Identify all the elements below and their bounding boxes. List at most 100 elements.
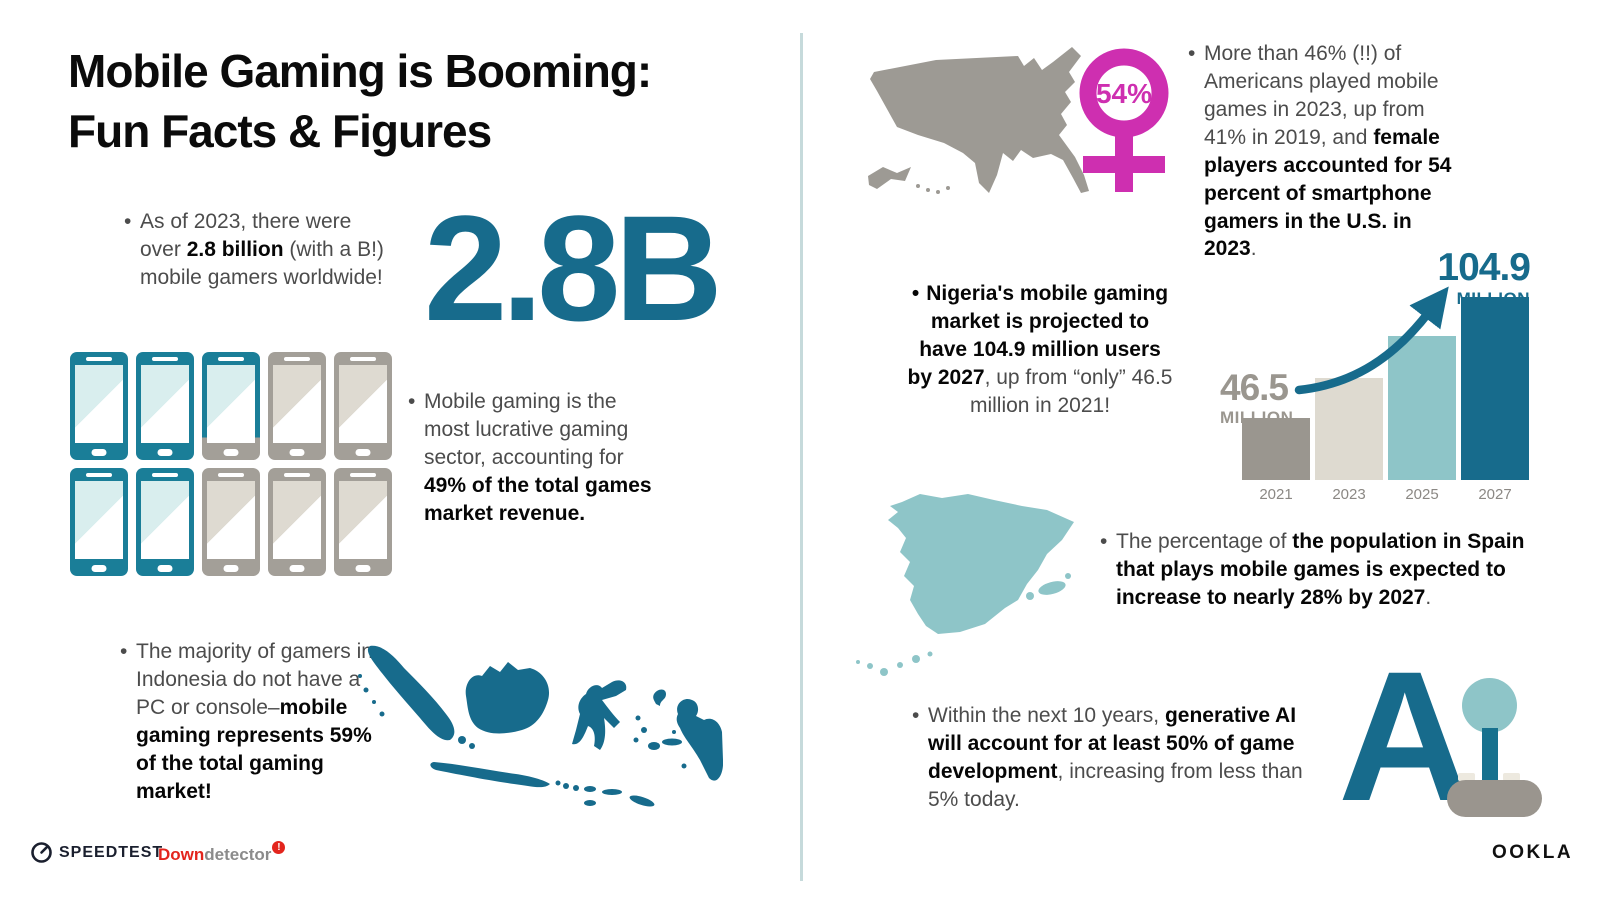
speedtest-logo: SPEEDTEST: [30, 841, 163, 864]
sumatra-island: [367, 645, 455, 741]
nigeria-users-chart: 2021 2023 2025 2027: [1242, 296, 1529, 503]
phone-screen: [339, 481, 387, 559]
phone-speaker: [218, 473, 244, 477]
phone-icon-empty: [334, 352, 392, 460]
fact-ai-text: Within the next 10 years, generative AI …: [928, 704, 1303, 811]
phone-screen: [141, 481, 189, 559]
phone-speaker: [86, 357, 112, 361]
bar: [1315, 378, 1383, 480]
joystick-ball-icon: [1462, 678, 1517, 733]
usa-map: [868, 47, 1089, 194]
chart-bar-2027: 2027: [1461, 296, 1529, 503]
center-divider: [800, 33, 803, 881]
phone-screen: [141, 365, 189, 443]
downdetector-exclamation-icon: !: [272, 841, 286, 854]
bar: [1461, 297, 1529, 480]
female-stat-value: 54%: [1096, 78, 1152, 109]
phone-home-button: [289, 449, 305, 456]
speedtest-wordmark: SPEEDTEST: [59, 843, 164, 861]
sulawesi-island: [572, 680, 627, 750]
phone-icon-full: [70, 352, 128, 460]
phone-screen: [207, 481, 255, 559]
phone-home-button: [223, 565, 239, 572]
spain-mainland: [888, 494, 1074, 634]
bullet-dot: •: [120, 640, 128, 663]
phone-speaker: [350, 473, 376, 477]
fact-spain: • The percentage of the population in Sp…: [1100, 528, 1536, 612]
alaska: [868, 167, 911, 189]
java-island: [430, 762, 550, 788]
phone-icon-empty: [202, 468, 260, 576]
fact-indonesia: • The majority of gamers in Indonesia do…: [120, 638, 378, 806]
phone-home-button: [289, 565, 305, 572]
fact-gamers-worldwide: • As of 2023, there were over 2.8 billio…: [124, 208, 390, 292]
downdetector-logo: Downdetector!: [158, 841, 286, 865]
downdetector-word-down: Down: [158, 845, 205, 864]
phone-screen: [75, 365, 123, 443]
phone-screen: [339, 365, 387, 443]
chart-start-number: 46.5: [1220, 367, 1289, 408]
fact-nigeria: • Nigeria's mobile gaming market is proje…: [906, 280, 1174, 420]
female-symbol-icon: 54%: [1079, 48, 1169, 192]
phone-screen: [273, 481, 321, 559]
bullet-dot: •: [1188, 42, 1196, 65]
bar: [1242, 418, 1310, 480]
phone-icon-empty: [268, 352, 326, 460]
title-line-2: Fun Facts & Figures: [68, 104, 492, 157]
fact-gamers-text: As of 2023, there were over 2.8 billion …: [140, 210, 384, 289]
chart-year-label: 2021: [1259, 486, 1293, 503]
joystick-stick-icon: [1482, 728, 1498, 784]
joystick-base-icon: [1447, 780, 1542, 817]
phone-home-button: [355, 565, 371, 572]
growth-arrow-icon: [1294, 286, 1449, 395]
bullet-dot: •: [124, 210, 132, 233]
chart-year-label: 2025: [1405, 486, 1439, 503]
phone-speaker: [218, 357, 244, 361]
phone-speaker: [152, 473, 178, 477]
fact-spain-text: The percentage of the population in Spai…: [1116, 530, 1525, 609]
speedtest-gauge-icon: [31, 842, 52, 863]
bar: [1388, 336, 1456, 480]
phone-icon-empty: [268, 468, 326, 576]
phone-home-button: [223, 449, 239, 456]
chart-year-label: 2023: [1332, 486, 1366, 503]
phone-speaker: [86, 473, 112, 477]
bullet-dot: •: [1100, 530, 1108, 553]
joystick-button-icon: [1458, 773, 1475, 781]
phone-icon-full: [136, 352, 194, 460]
fact-market-revenue: • Mobile gaming is the most lucrative ga…: [408, 388, 664, 528]
fact-generative-ai: • Within the next 10 years, generative A…: [912, 702, 1324, 814]
title-line-1: Mobile Gaming is Booming:: [68, 45, 652, 97]
phone-home-button: [91, 449, 107, 456]
fact-indonesia-text: The majority of gamers in Indonesia do n…: [136, 640, 373, 803]
phone-home-button: [91, 565, 107, 572]
chart-year-label: 2027: [1478, 486, 1512, 503]
chart-bar-2025: 2025: [1388, 296, 1456, 503]
chart-bar-2023: 2023: [1315, 296, 1383, 503]
fact-usa-text: More than 46% (!!) of Americans played m…: [1204, 42, 1452, 261]
phone-home-button: [355, 449, 371, 456]
phone-grid-49-percent: [70, 352, 392, 576]
ookla-logo: OOKLA: [1492, 842, 1574, 863]
spain-map: [856, 494, 1074, 676]
phone-screen: [207, 365, 255, 443]
indonesia-map: [358, 645, 723, 807]
phone-speaker: [284, 473, 310, 477]
balearic-islands: [1038, 581, 1066, 595]
papua-island: [676, 699, 723, 781]
phone-home-button: [157, 449, 173, 456]
phone-icon-full: [70, 468, 128, 576]
bullet-dot: •: [912, 704, 920, 727]
stat-2-8-billion: 2.8B: [424, 184, 723, 352]
borneo-island: [465, 662, 550, 734]
bullet-dot: •: [911, 282, 920, 305]
fact-usa-players: • More than 46% (!!) of Americans played…: [1188, 40, 1468, 263]
phone-screen: [273, 365, 321, 443]
phone-icon-empty: [334, 468, 392, 576]
phone-icon-full: [136, 468, 194, 576]
chart-start-value-label: 46.5 MILLION: [1220, 369, 1293, 426]
phone-home-button: [157, 565, 173, 572]
downdetector-word-detector: detector: [204, 845, 272, 864]
phone-speaker: [152, 357, 178, 361]
